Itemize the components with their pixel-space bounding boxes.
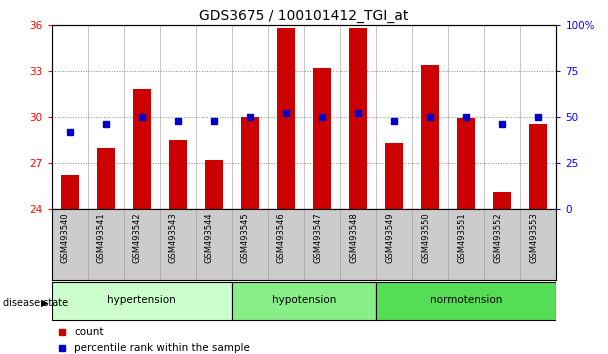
Bar <box>205 160 223 209</box>
Text: percentile rank within the sample: percentile rank within the sample <box>74 343 250 353</box>
Bar <box>97 148 115 209</box>
Bar <box>493 192 511 209</box>
Text: ▶: ▶ <box>41 298 49 308</box>
Bar <box>457 118 475 209</box>
Text: count: count <box>74 327 104 337</box>
Text: hypotension: hypotension <box>272 295 336 305</box>
Bar <box>169 140 187 209</box>
FancyBboxPatch shape <box>232 282 376 320</box>
Text: GSM493549: GSM493549 <box>385 212 394 263</box>
Text: GSM493540: GSM493540 <box>61 212 70 263</box>
Text: disease state: disease state <box>3 298 68 308</box>
Text: GSM493550: GSM493550 <box>421 212 430 263</box>
Bar <box>133 89 151 209</box>
Text: GSM493545: GSM493545 <box>241 212 250 263</box>
Bar <box>349 28 367 209</box>
Text: GSM493541: GSM493541 <box>97 212 106 263</box>
Text: normotension: normotension <box>430 295 502 305</box>
FancyBboxPatch shape <box>376 282 556 320</box>
Text: GSM493542: GSM493542 <box>133 212 142 263</box>
Bar <box>61 175 78 209</box>
FancyBboxPatch shape <box>52 282 232 320</box>
Text: GSM493544: GSM493544 <box>205 212 214 263</box>
Text: hypertension: hypertension <box>108 295 176 305</box>
Text: GSM493548: GSM493548 <box>349 212 358 263</box>
Bar <box>385 143 403 209</box>
Text: GSM493552: GSM493552 <box>493 212 502 263</box>
Bar <box>421 65 439 209</box>
Bar <box>313 68 331 209</box>
Text: GSM493543: GSM493543 <box>169 212 178 263</box>
Text: GSM493546: GSM493546 <box>277 212 286 263</box>
Text: GSM493553: GSM493553 <box>530 212 538 263</box>
Bar <box>530 125 547 209</box>
Bar <box>277 28 295 209</box>
Text: GSM493551: GSM493551 <box>457 212 466 263</box>
Bar <box>241 117 259 209</box>
Text: GSM493547: GSM493547 <box>313 212 322 263</box>
Text: GDS3675 / 100101412_TGI_at: GDS3675 / 100101412_TGI_at <box>199 9 409 23</box>
